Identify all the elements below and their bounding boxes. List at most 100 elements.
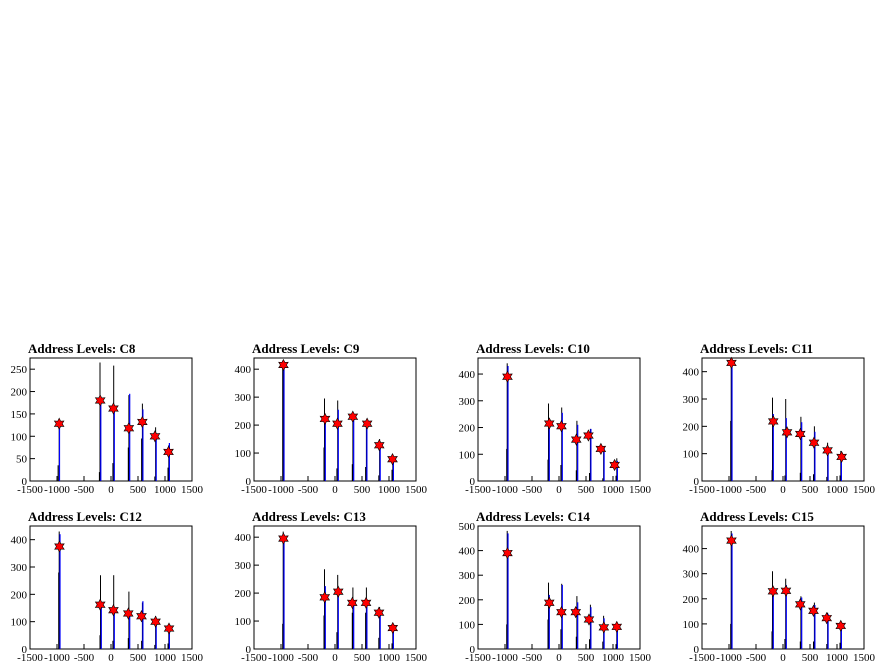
- peak-marker: [373, 439, 385, 452]
- y-tick-label: 100: [11, 617, 28, 629]
- x-tick-label: 0: [332, 652, 338, 664]
- x-tick-label: -1000: [492, 484, 518, 496]
- x-tick-label: -500: [522, 652, 543, 664]
- peak-marker: [836, 450, 847, 464]
- peak-marker: [767, 415, 779, 428]
- y-tick-label: 200: [11, 387, 28, 399]
- peak-marker: [53, 417, 65, 430]
- x-tick-label: 500: [578, 652, 595, 664]
- y-tick-label: 0: [22, 644, 28, 656]
- x-tick-label: -500: [298, 484, 319, 496]
- peak-marker: [122, 607, 134, 620]
- chart-title: Address Levels: C15: [700, 509, 814, 524]
- x-tick-label: 1500: [629, 484, 652, 496]
- x-tick-label: -500: [746, 484, 767, 496]
- y-tick-label: 200: [683, 594, 700, 606]
- y-tick-label: 400: [459, 546, 476, 558]
- plot-frame: [29, 357, 193, 482]
- peak-marker: [556, 420, 567, 433]
- peak-marker: [726, 356, 737, 370]
- peak-marker: [319, 591, 331, 604]
- peak-marker: [598, 621, 610, 634]
- x-tick-label: 1500: [181, 484, 204, 496]
- peak-marker: [543, 417, 555, 430]
- x-tick-label: 1000: [378, 484, 401, 496]
- x-tick-label: 1500: [853, 652, 876, 664]
- y-tick-label: 100: [11, 431, 28, 443]
- x-tick-label: 1000: [154, 652, 177, 664]
- x-tick-label: -1000: [44, 484, 70, 496]
- x-tick-label: 0: [556, 484, 562, 496]
- peak-marker: [94, 598, 106, 611]
- peak-marker: [360, 596, 372, 610]
- plot-frame: [701, 357, 865, 482]
- y-tick-label: 0: [246, 644, 252, 656]
- peak-marker: [346, 596, 358, 610]
- y-tick-label: 150: [11, 409, 28, 421]
- chart-title: Address Levels: C12: [28, 509, 142, 524]
- x-tick-label: 500: [802, 484, 819, 496]
- peak-marker: [137, 415, 148, 429]
- y-tick-label: 100: [235, 616, 252, 628]
- peak-marker: [108, 604, 119, 617]
- peak-marker: [583, 613, 595, 626]
- x-tick-label: -1500: [17, 484, 43, 496]
- chart-panel: Address Levels: C14 0 100 200 300 400 500 -1500…: [459, 509, 652, 664]
- peak-marker: [278, 532, 289, 545]
- x-tick-label: 500: [130, 652, 147, 664]
- y-tick-label: 400: [459, 369, 476, 381]
- chart-title: Address Levels: C13: [252, 509, 366, 524]
- chart-title: Address Levels: C14: [476, 509, 590, 524]
- y-tick-label: 50: [16, 454, 28, 466]
- chart-panel: Address Levels: C13 0 100 200 300 400 -1500 -10…: [235, 509, 428, 664]
- y-tick-label: 500: [459, 521, 476, 533]
- chart-panel: Address Levels: C10 0 100 200 300 400 -1500 -10…: [459, 341, 652, 496]
- peak-marker: [767, 585, 779, 598]
- y-tick-label: 400: [235, 364, 252, 376]
- peak-marker: [136, 610, 147, 623]
- x-tick-label: -1000: [44, 652, 70, 664]
- x-tick-label: -1000: [268, 652, 294, 664]
- peak-marker: [94, 394, 106, 407]
- x-tick-label: 1500: [405, 652, 428, 664]
- y-tick-label: 200: [683, 421, 700, 433]
- x-tick-label: 1000: [826, 484, 849, 496]
- x-tick-label: 0: [108, 652, 114, 664]
- chart-panel: Address Levels: C9 0 100 200 300 400 -1500 -100…: [235, 341, 428, 496]
- y-tick-label: 100: [459, 619, 476, 631]
- x-tick-label: -500: [298, 652, 319, 664]
- x-tick-label: -1500: [689, 484, 715, 496]
- peak-marker: [780, 584, 792, 597]
- x-tick-label: -1500: [689, 652, 715, 664]
- peak-marker: [794, 598, 806, 611]
- peak-marker: [163, 445, 174, 459]
- peak-marker: [794, 427, 806, 441]
- plot-frame: [701, 525, 865, 650]
- x-tick-label: 1000: [154, 484, 177, 496]
- x-tick-label: 1500: [405, 484, 428, 496]
- peak-marker: [373, 606, 385, 619]
- x-tick-label: 500: [802, 652, 819, 664]
- x-tick-label: -1000: [716, 484, 742, 496]
- y-tick-label: 300: [11, 562, 28, 574]
- x-tick-label: -500: [74, 484, 95, 496]
- x-tick-label: 1500: [181, 652, 204, 664]
- y-tick-label: 200: [235, 420, 252, 432]
- y-tick-label: 300: [683, 394, 700, 406]
- peak-marker: [595, 442, 607, 456]
- peak-marker: [123, 422, 135, 435]
- chart-title: Address Levels: C10: [476, 341, 590, 356]
- x-tick-label: 1500: [853, 484, 876, 496]
- x-tick-label: -1500: [241, 484, 267, 496]
- peak-marker: [611, 620, 623, 634]
- peak-marker: [278, 358, 289, 372]
- y-tick-label: 0: [470, 644, 476, 656]
- peak-marker: [332, 585, 344, 598]
- x-tick-label: -1000: [492, 652, 518, 664]
- x-tick-label: -1500: [465, 652, 491, 664]
- chart-panel: Address Levels: C12 0 100 200 300 400 -1500 -10…: [11, 509, 204, 664]
- x-tick-label: -1500: [17, 652, 43, 664]
- peak-marker: [150, 615, 161, 628]
- peak-marker: [609, 458, 620, 472]
